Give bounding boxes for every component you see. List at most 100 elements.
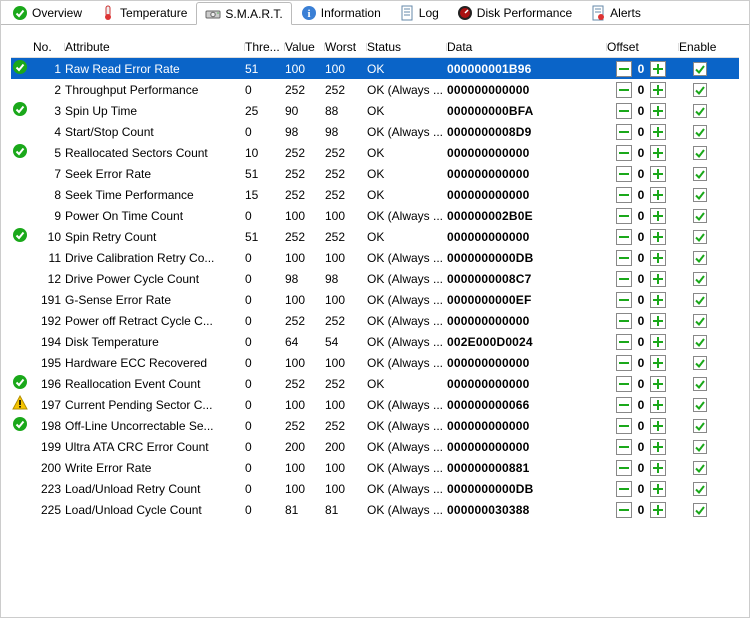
table-row[interactable]: 225Load/Unload Cycle Count08181OK (Alway… (11, 499, 739, 520)
enable-checkbox[interactable] (693, 83, 707, 97)
tab-temperature[interactable]: Temperature (91, 1, 196, 24)
enable-checkbox[interactable] (693, 335, 707, 349)
tab-information[interactable]: iInformation (292, 1, 390, 24)
table-row[interactable]: 198Off-Line Uncorrectable Se...0252252OK… (11, 415, 739, 436)
enable-checkbox[interactable] (693, 272, 707, 286)
col-status[interactable]: Status (367, 40, 447, 54)
offset-decrement-button[interactable] (616, 187, 632, 203)
offset-decrement-button[interactable] (616, 502, 632, 518)
offset-increment-button[interactable] (650, 418, 666, 434)
enable-checkbox[interactable] (693, 293, 707, 307)
offset-decrement-button[interactable] (616, 355, 632, 371)
table-row[interactable]: 11Drive Calibration Retry Co...0100100OK… (11, 247, 739, 268)
table-row[interactable]: 10Spin Retry Count51252252OK000000000000… (11, 226, 739, 247)
offset-increment-button[interactable] (650, 208, 666, 224)
offset-increment-button[interactable] (650, 271, 666, 287)
table-row[interactable]: 195Hardware ECC Recovered0100100OK (Alwa… (11, 352, 739, 373)
offset-decrement-button[interactable] (616, 313, 632, 329)
offset-decrement-button[interactable] (616, 418, 632, 434)
offset-decrement-button[interactable] (616, 250, 632, 266)
offset-increment-button[interactable] (650, 355, 666, 371)
offset-increment-button[interactable] (650, 124, 666, 140)
table-row[interactable]: 3Spin Up Time259088OK000000000BFA0 (11, 100, 739, 121)
offset-increment-button[interactable] (650, 376, 666, 392)
offset-decrement-button[interactable] (616, 166, 632, 182)
table-row[interactable]: 2Throughput Performance0252252OK (Always… (11, 79, 739, 100)
enable-checkbox[interactable] (693, 251, 707, 265)
offset-decrement-button[interactable] (616, 229, 632, 245)
offset-increment-button[interactable] (650, 502, 666, 518)
offset-decrement-button[interactable] (616, 103, 632, 119)
offset-decrement-button[interactable] (616, 145, 632, 161)
enable-checkbox[interactable] (693, 62, 707, 76)
table-row[interactable]: 8Seek Time Performance15252252OK00000000… (11, 184, 739, 205)
col-worst[interactable]: Worst (325, 40, 367, 54)
offset-increment-button[interactable] (650, 481, 666, 497)
col-offset[interactable]: Offset (607, 40, 679, 54)
offset-increment-button[interactable] (650, 334, 666, 350)
offset-decrement-button[interactable] (616, 439, 632, 455)
table-row[interactable]: 191G-Sense Error Rate0100100OK (Always .… (11, 289, 739, 310)
enable-checkbox[interactable] (693, 146, 707, 160)
offset-decrement-button[interactable] (616, 376, 632, 392)
table-row[interactable]: 199Ultra ATA CRC Error Count0200200OK (A… (11, 436, 739, 457)
enable-checkbox[interactable] (693, 440, 707, 454)
enable-checkbox[interactable] (693, 167, 707, 181)
col-data[interactable]: Data (447, 40, 607, 54)
offset-increment-button[interactable] (650, 250, 666, 266)
offset-increment-button[interactable] (650, 460, 666, 476)
offset-decrement-button[interactable] (616, 61, 632, 77)
table-row[interactable]: 200Write Error Rate0100100OK (Always ...… (11, 457, 739, 478)
table-row[interactable]: 223Load/Unload Retry Count0100100OK (Alw… (11, 478, 739, 499)
offset-decrement-button[interactable] (616, 397, 632, 413)
col-attribute[interactable]: Attribute (65, 40, 245, 54)
col-threshold[interactable]: Thre... (245, 40, 285, 54)
tab-disk-performance[interactable]: Disk Performance (448, 1, 581, 24)
enable-checkbox[interactable] (693, 104, 707, 118)
table-row[interactable]: 192Power off Retract Cycle C...0252252OK… (11, 310, 739, 331)
table-row[interactable]: 7Seek Error Rate51252252OK0000000000000 (11, 163, 739, 184)
tab-overview[interactable]: Overview (3, 1, 91, 24)
enable-checkbox[interactable] (693, 314, 707, 328)
table-row[interactable]: 12Drive Power Cycle Count09898OK (Always… (11, 268, 739, 289)
offset-decrement-button[interactable] (616, 292, 632, 308)
enable-checkbox[interactable] (693, 398, 707, 412)
table-row[interactable]: 9Power On Time Count0100100OK (Always ..… (11, 205, 739, 226)
tab-alerts[interactable]: Alerts (581, 1, 650, 24)
offset-increment-button[interactable] (650, 82, 666, 98)
offset-decrement-button[interactable] (616, 124, 632, 140)
col-no[interactable]: No. (33, 40, 65, 54)
table-row[interactable]: 194Disk Temperature06454OK (Always ...00… (11, 331, 739, 352)
tab-log[interactable]: Log (390, 1, 448, 24)
offset-decrement-button[interactable] (616, 271, 632, 287)
enable-checkbox[interactable] (693, 419, 707, 433)
enable-checkbox[interactable] (693, 461, 707, 475)
col-enable[interactable]: Enable (679, 40, 725, 54)
offset-increment-button[interactable] (650, 229, 666, 245)
offset-decrement-button[interactable] (616, 460, 632, 476)
col-value[interactable]: Value (285, 40, 325, 54)
offset-increment-button[interactable] (650, 166, 666, 182)
enable-checkbox[interactable] (693, 503, 707, 517)
table-row[interactable]: 4Start/Stop Count09898OK (Always ...0000… (11, 121, 739, 142)
enable-checkbox[interactable] (693, 356, 707, 370)
offset-decrement-button[interactable] (616, 82, 632, 98)
offset-increment-button[interactable] (650, 397, 666, 413)
enable-checkbox[interactable] (693, 377, 707, 391)
offset-increment-button[interactable] (650, 313, 666, 329)
table-row[interactable]: 5Reallocated Sectors Count10252252OK0000… (11, 142, 739, 163)
enable-checkbox[interactable] (693, 125, 707, 139)
offset-increment-button[interactable] (650, 292, 666, 308)
enable-checkbox[interactable] (693, 209, 707, 223)
offset-increment-button[interactable] (650, 439, 666, 455)
offset-decrement-button[interactable] (616, 208, 632, 224)
tab-smart[interactable]: S.M.A.R.T. (196, 2, 291, 25)
offset-increment-button[interactable] (650, 145, 666, 161)
enable-checkbox[interactable] (693, 482, 707, 496)
offset-decrement-button[interactable] (616, 481, 632, 497)
enable-checkbox[interactable] (693, 188, 707, 202)
table-row[interactable]: 197Current Pending Sector C...0100100OK … (11, 394, 739, 415)
offset-increment-button[interactable] (650, 103, 666, 119)
table-row[interactable]: 196Reallocation Event Count0252252OK0000… (11, 373, 739, 394)
table-row[interactable]: 1Raw Read Error Rate51100100OK000000001B… (11, 58, 739, 79)
